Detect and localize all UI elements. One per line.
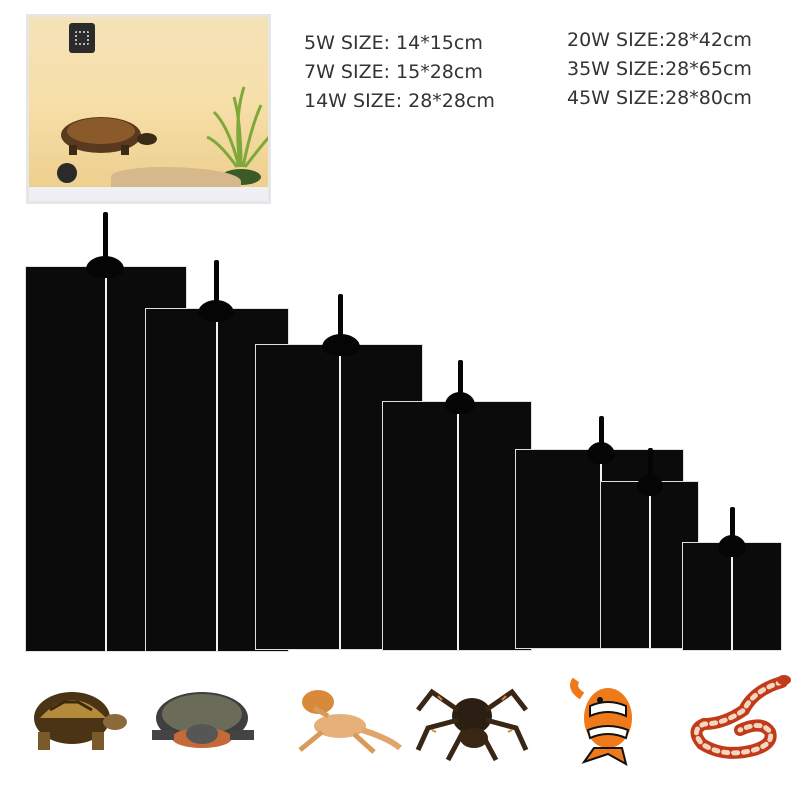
mat-panel <box>601 482 698 648</box>
thermostat-knob-icon <box>57 163 77 183</box>
plug-icon <box>198 300 234 322</box>
plug-icon <box>637 474 663 496</box>
mat-seam <box>339 345 341 649</box>
cord-icon <box>730 507 735 541</box>
cord-icon <box>214 260 219 302</box>
tortoise-icon <box>34 692 127 750</box>
cord-icon <box>599 416 604 446</box>
vent-plate-icon <box>69 23 95 53</box>
plug-icon <box>86 256 124 278</box>
cord-icon <box>103 212 108 258</box>
bearded-dragon-icon <box>298 690 402 754</box>
plug-icon <box>587 442 615 464</box>
snake-icon <box>690 675 791 759</box>
spec-20w: 20W SIZE:28*42cm <box>567 29 752 51</box>
clownfish-icon <box>570 677 632 766</box>
spec-14w: 14W SIZE: 28*28cm <box>304 90 495 112</box>
spec-45w: 45W SIZE:28*80cm <box>567 87 752 109</box>
spec-7w: 7W SIZE: 15*28cm <box>304 61 483 83</box>
tarantula-icon <box>415 688 529 762</box>
spec-35w: 35W SIZE:28*65cm <box>567 58 752 80</box>
mat-panel <box>683 543 781 650</box>
mat-seam <box>731 543 733 650</box>
plug-icon <box>322 334 360 356</box>
turtle-icon <box>152 692 254 748</box>
mat-panel <box>383 402 531 650</box>
plug-icon <box>445 392 475 414</box>
terrarium-frame <box>29 187 268 201</box>
mat-seam <box>457 402 459 650</box>
mat-seam <box>105 267 107 651</box>
mat-seam <box>216 309 218 651</box>
spec-5w: 5W SIZE: 14*15cm <box>304 32 483 54</box>
cord-icon <box>648 448 653 480</box>
cord-icon <box>338 294 343 338</box>
terrarium-photo <box>26 14 271 204</box>
mat-seam <box>649 482 651 648</box>
plug-icon <box>718 535 746 557</box>
cord-icon <box>458 360 463 396</box>
